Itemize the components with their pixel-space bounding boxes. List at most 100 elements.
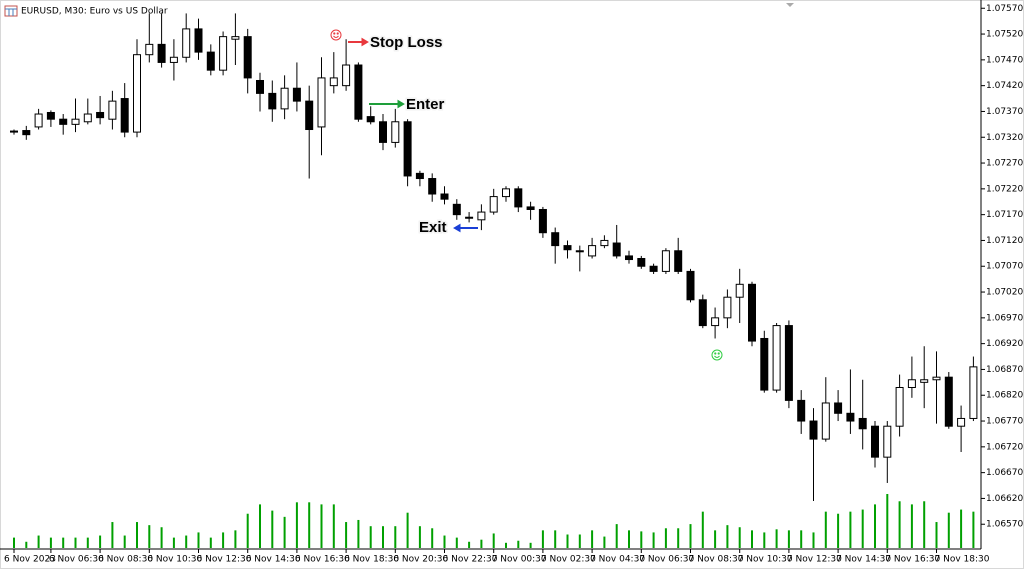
y-tick-label: 1.07570 <box>986 4 1023 14</box>
volume-bar <box>185 535 188 548</box>
x-tick-label: 6 Nov 22:30 <box>443 555 498 565</box>
volume-bar <box>160 527 163 548</box>
volume-bar <box>898 501 901 548</box>
candle-body <box>268 92 277 110</box>
candle <box>194 18 203 60</box>
candle <box>674 237 683 274</box>
candle-body <box>502 188 510 198</box>
y-tick-label: 1.06570 <box>986 520 1023 530</box>
volume-bar <box>295 502 298 548</box>
candle-body <box>477 211 486 221</box>
candle-body <box>821 402 830 440</box>
candle <box>711 307 720 339</box>
candle-body <box>588 245 597 257</box>
candle-body <box>674 250 683 272</box>
volume-bar <box>25 541 28 548</box>
volume-bar <box>37 535 40 548</box>
candle <box>575 245 584 272</box>
volume-bar <box>480 539 483 548</box>
candle <box>219 31 228 76</box>
volume-bar <box>652 532 655 548</box>
candle <box>883 421 892 483</box>
volume-bar <box>222 532 225 548</box>
y-tick-label: 1.07220 <box>986 184 1023 194</box>
x-tick-label: 7 Nov 18:30 <box>935 555 990 565</box>
volume-bar <box>431 528 434 548</box>
x-tick-label: 6 Nov 18:30 <box>344 555 399 565</box>
candle <box>268 80 277 122</box>
volume-bar <box>947 512 950 548</box>
volume-bar <box>591 530 594 548</box>
candle-body <box>403 121 412 177</box>
candle <box>10 129 18 135</box>
y-tick-label: 1.07320 <box>986 133 1023 143</box>
candle <box>920 346 929 409</box>
candle-body <box>871 425 879 458</box>
volume-bar <box>861 509 864 548</box>
smiley-icon <box>711 349 723 361</box>
candle-body <box>883 425 892 458</box>
annotation: Exit <box>419 219 447 236</box>
candle-body <box>538 208 547 234</box>
volume-bar <box>800 530 803 548</box>
volume-bar <box>418 526 421 548</box>
smiley-icon <box>330 29 342 41</box>
candle-body <box>809 420 818 440</box>
candle <box>465 212 474 223</box>
candle-body <box>637 258 646 267</box>
candle <box>698 294 707 329</box>
volume-bar <box>603 536 606 548</box>
candle-body <box>551 232 560 247</box>
x-tick-label: 6 Nov 20:30 <box>393 555 448 565</box>
candle-body <box>612 242 621 257</box>
candle-body <box>133 54 141 133</box>
volume-bar <box>136 522 138 548</box>
candle <box>379 114 387 151</box>
volume-bar <box>492 533 495 548</box>
candle-body <box>465 216 474 219</box>
volume-bar <box>886 494 889 548</box>
volume-bar <box>345 522 348 548</box>
volume-bar <box>849 511 852 548</box>
candle <box>440 186 449 205</box>
chart-title: EURUSD, M30: Euro vs US Dollar <box>21 7 168 17</box>
volume-bar <box>394 526 397 548</box>
candle <box>760 330 769 393</box>
candle-body <box>391 121 400 143</box>
y-tick-label: 1.07070 <box>986 262 1023 272</box>
candle-body <box>711 317 720 327</box>
x-tick-label: 6 Nov 06:30 <box>49 555 104 565</box>
x-tick-label: 7 Nov 06:30 <box>639 555 694 565</box>
volume-bar <box>837 513 840 548</box>
x-tick-label: 7 Nov 12:30 <box>787 555 842 565</box>
arrow <box>348 37 369 47</box>
candle-body <box>489 196 498 213</box>
candle-body <box>10 130 18 133</box>
candle-body <box>957 417 966 427</box>
candle <box>477 204 486 231</box>
x-tick-label: 7 Nov 14:30 <box>836 555 891 565</box>
candle <box>46 110 55 127</box>
candle-body <box>440 193 449 200</box>
volume-bar <box>172 537 175 548</box>
arrow <box>453 223 478 233</box>
candle <box>256 72 264 112</box>
candle-body <box>96 111 105 119</box>
volume-bar <box>578 534 581 548</box>
candle-body <box>231 36 240 40</box>
candle-body <box>846 412 855 422</box>
volume-bar <box>357 519 360 548</box>
volume-bar <box>972 511 975 548</box>
candle-body <box>34 113 43 128</box>
volume-bar <box>874 504 876 548</box>
candle <box>415 170 424 187</box>
candle-body <box>575 250 584 253</box>
volume-bar <box>13 537 15 548</box>
y-tick-label: 1.06920 <box>986 339 1023 349</box>
arrow <box>369 99 405 109</box>
candle-body <box>428 178 437 195</box>
y-tick-label: 1.07370 <box>986 107 1023 117</box>
candle <box>637 255 646 269</box>
candle <box>514 186 523 213</box>
candle-body <box>797 399 806 422</box>
